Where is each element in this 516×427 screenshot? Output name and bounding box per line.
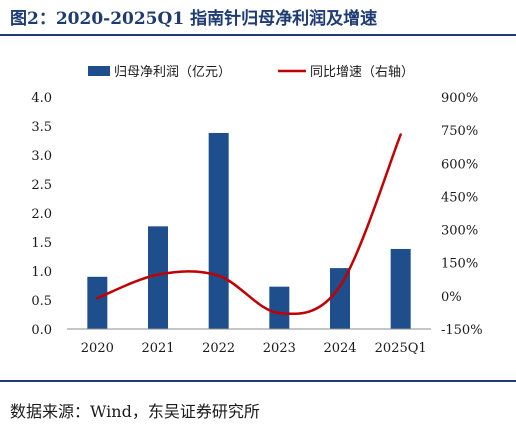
x-tick-label: 2021 (141, 341, 174, 356)
bar (208, 132, 229, 329)
y-right-tick-label: 750% (441, 124, 478, 139)
footer-rule (0, 380, 516, 382)
y-right-tick-label: -150% (441, 323, 483, 338)
bar (148, 226, 168, 329)
y-right-tick-label: 150% (441, 257, 478, 272)
legend-bar-swatch (88, 66, 110, 76)
y-left-tick-label: 0.5 (31, 294, 52, 309)
title-rule (0, 34, 516, 36)
x-tick-label: 2023 (263, 341, 296, 356)
y-right-tick-label: 600% (441, 157, 478, 172)
bar (269, 286, 290, 329)
bar (390, 248, 411, 329)
legend-bar-label: 归母净利润（亿元） (114, 65, 231, 80)
x-tick-label: 2025Q1 (375, 341, 427, 356)
x-tick-label: 2022 (202, 341, 235, 356)
bar (87, 276, 108, 329)
chart-title: 图2：2020-2025Q1 指南针归母净利润及增速 (10, 9, 378, 29)
growth-line (96, 133, 402, 316)
y-left-tick-label: 1.0 (31, 265, 52, 280)
chart-canvas: 归母净利润（亿元） 同比增速（右轴） 0.0 0.5 1.0 1.5 2.0 2.5 3.0 3.… (31, 65, 483, 356)
y-left-tick-label: 2.5 (31, 178, 52, 193)
bar (330, 268, 350, 329)
y-left-tick-label: 1.5 (31, 236, 52, 251)
y-left-tick-label: 3.0 (31, 149, 52, 164)
y-right-tick-label: 900% (441, 91, 478, 106)
y-left-tick-label: 4.0 (31, 91, 52, 106)
source-note: 数据来源：Wind，东吴证券研究所 (10, 402, 260, 421)
y-left-tick-label: 0.0 (31, 323, 52, 338)
x-tick-label: 2024 (323, 341, 356, 356)
legend-line-label: 同比增速（右轴） (310, 65, 414, 80)
y-right-tick-label: 300% (441, 224, 478, 239)
y-left-tick-label: 3.5 (31, 120, 52, 135)
y-right-tick-label: 0% (441, 290, 462, 305)
y-left-tick-label: 2.0 (31, 207, 52, 222)
y-right-tick-label: 450% (441, 190, 478, 205)
x-tick-label: 2020 (81, 341, 114, 356)
